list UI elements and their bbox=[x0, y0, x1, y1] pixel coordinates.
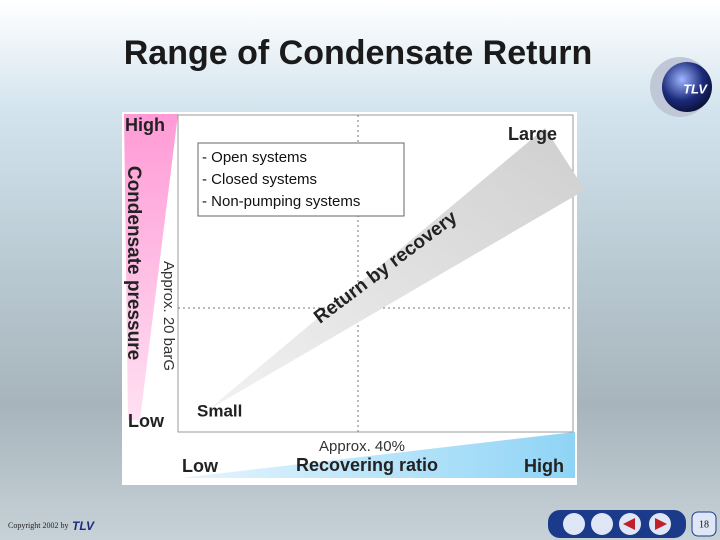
x-low: Low bbox=[182, 456, 219, 476]
logo bbox=[662, 62, 712, 112]
copyright: Copyright 2002 by bbox=[8, 521, 68, 530]
small-label: Small bbox=[197, 401, 242, 420]
nav-bar bbox=[548, 510, 686, 538]
recovery-wedge bbox=[208, 128, 585, 410]
logo-text: TLV bbox=[683, 81, 708, 96]
y-low: Low bbox=[128, 411, 165, 431]
large-label: Large bbox=[508, 124, 557, 144]
note-box bbox=[197, 142, 405, 217]
note-line: - Open systems bbox=[202, 149, 307, 166]
note-line: - Closed systems bbox=[202, 171, 317, 188]
y-label: Condensate pressure bbox=[123, 166, 144, 360]
home-button[interactable] bbox=[563, 513, 585, 535]
index-button[interactable] bbox=[591, 513, 613, 535]
brand: TLV bbox=[72, 519, 95, 533]
forward-icon bbox=[655, 518, 667, 530]
x-high: High bbox=[524, 456, 564, 476]
pressure-wedge bbox=[124, 114, 178, 420]
back-icon bbox=[623, 518, 635, 530]
x-threshold: Approx. 40% bbox=[319, 438, 405, 455]
y-high: High bbox=[125, 115, 165, 135]
title: Range of Condensate Return bbox=[124, 34, 592, 72]
page-number: 18 bbox=[699, 519, 709, 530]
page-box bbox=[691, 511, 717, 537]
ratio-wedge bbox=[180, 432, 575, 478]
plot-frame bbox=[177, 114, 574, 433]
x-label: Recovering ratio bbox=[296, 455, 438, 475]
note-line: - Non-pumping systems bbox=[202, 193, 360, 210]
y-threshold: Approx. 20 barG bbox=[160, 261, 177, 371]
